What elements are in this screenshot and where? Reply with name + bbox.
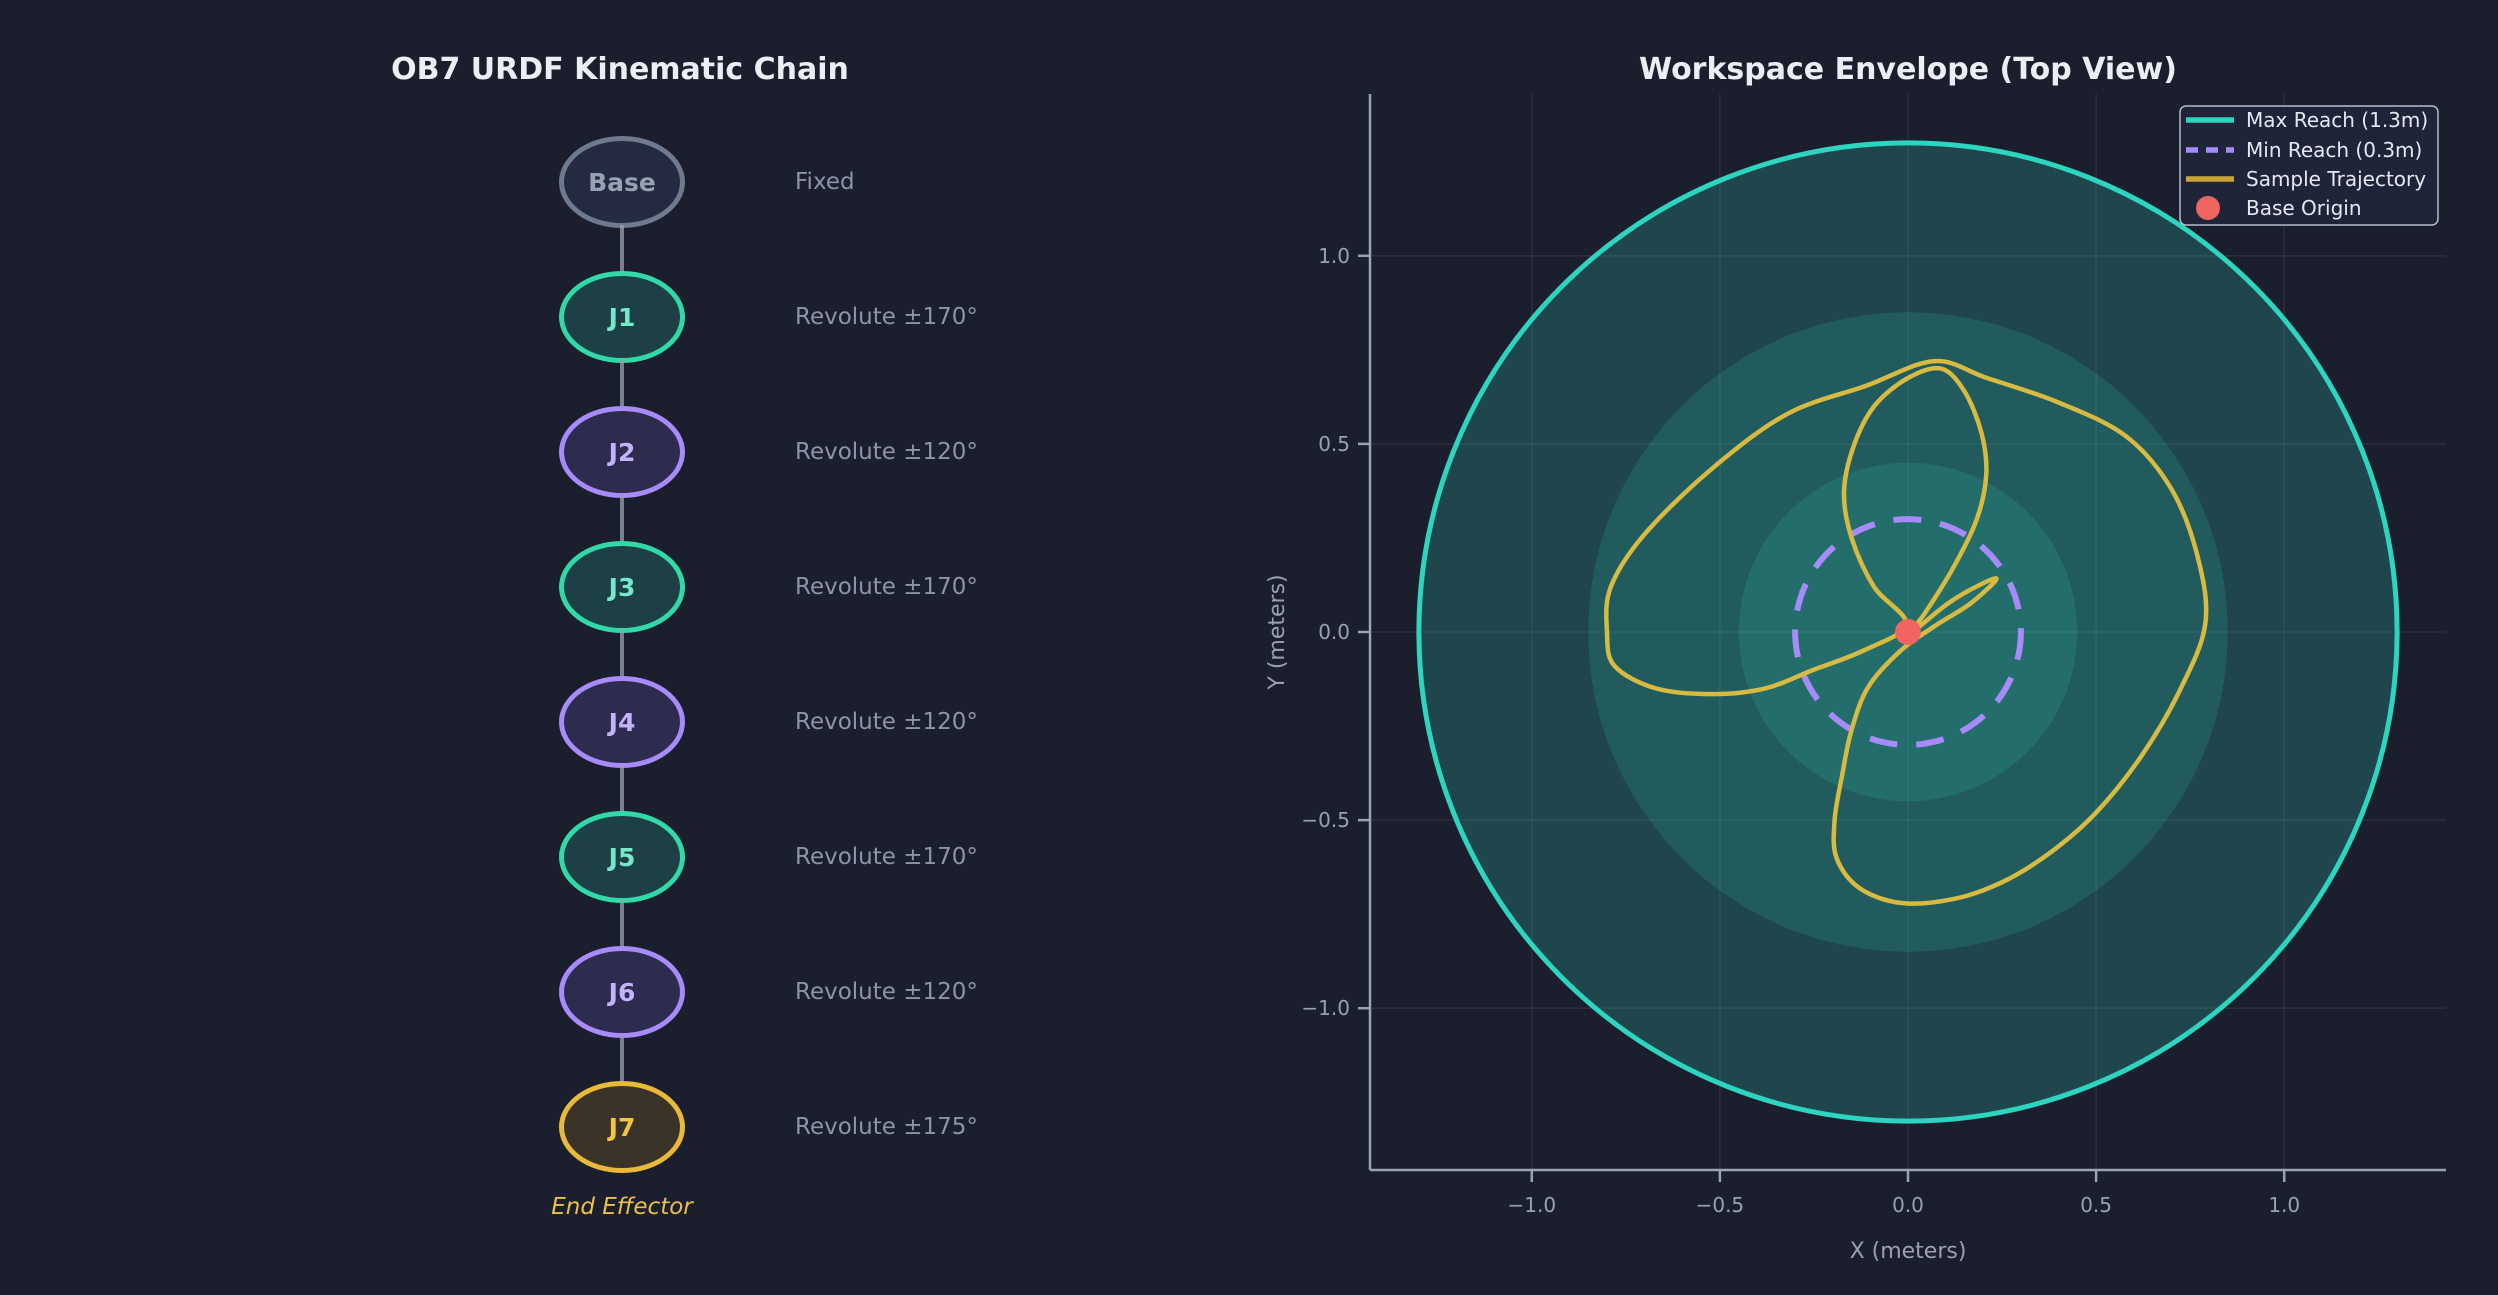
joint-type-label-j7: Revolute ±175° (795, 1114, 978, 1140)
x-tick-label: 0.5 (2080, 1193, 2112, 1217)
joint-node-base: Base (559, 136, 685, 228)
workspace-chart-title: Workspace Envelope (Top View) (1639, 52, 2177, 87)
joint-type-label-j2: Revolute ±120° (795, 439, 978, 465)
joint-type-label-j1: Revolute ±170° (795, 304, 978, 330)
joint-node-j1: J1 (559, 271, 685, 363)
joint-type-label-j3: Revolute ±170° (795, 574, 978, 600)
legend-marker-3 (2196, 196, 2220, 220)
end-effector-label: End Effector (551, 1194, 693, 1220)
joint-node-j7: J7 (559, 1081, 685, 1173)
y-tick-label: 0.0 (1318, 620, 1350, 644)
joint-node-j5: J5 (559, 811, 685, 903)
x-tick-label: −0.5 (1696, 1193, 1745, 1217)
chain-connector-line (620, 765, 624, 814)
x-tick-label: 1.0 (2268, 1193, 2300, 1217)
sample-trajectory-path (1604, 358, 2209, 906)
y-tick-label: −0.5 (1301, 808, 1350, 832)
joint-type-label-j4: Revolute ±120° (795, 709, 978, 735)
x-axis-label: X (meters) (1850, 1239, 1967, 1264)
legend-box (2179, 105, 2439, 226)
y-axis-label: Y (meters) (1265, 574, 1290, 690)
legend-label-0: Max Reach (1.3m) (2246, 108, 2428, 132)
joint-node-j6: J6 (559, 946, 685, 1038)
chain-connector-line (620, 1035, 624, 1084)
base-origin-dot (1895, 619, 1921, 645)
chain-connector-line (620, 360, 624, 409)
min-reach-circle (1792, 516, 2024, 748)
legend-label-3: Base Origin (2246, 196, 2362, 220)
y-tick-label: −1.0 (1301, 996, 1350, 1020)
x-tick-label: 0.0 (1892, 1193, 1924, 1217)
y-tick-label: 0.5 (1318, 432, 1350, 456)
joint-type-label-j6: Revolute ±120° (795, 979, 978, 1005)
kinematic-chain-title: OB7 URDF Kinematic Chain (391, 52, 849, 87)
y-tick-label: 1.0 (1318, 244, 1350, 268)
legend-label-2: Sample Trajectory (2246, 167, 2426, 191)
legend-label-1: Min Reach (0.3m) (2246, 138, 2422, 162)
joint-node-j4: J4 (559, 676, 685, 768)
chain-connector-line (620, 630, 624, 679)
workspace-envelope-chart: −1.0 −0.5 0.0 0.5 1.0 −1.0 −0.5 0.0 0.5 1.0 X (met… (1265, 94, 2446, 1264)
x-tick-label: −1.0 (1507, 1193, 1556, 1217)
joint-node-j2: J2 (559, 406, 685, 498)
chain-connector-line (620, 900, 624, 949)
chain-connector-line (620, 225, 624, 274)
joint-type-label-base: Fixed (795, 169, 855, 195)
chain-connector-line (620, 495, 624, 544)
joint-node-j3: J3 (559, 541, 685, 633)
joint-type-label-j5: Revolute ±170° (795, 844, 978, 870)
